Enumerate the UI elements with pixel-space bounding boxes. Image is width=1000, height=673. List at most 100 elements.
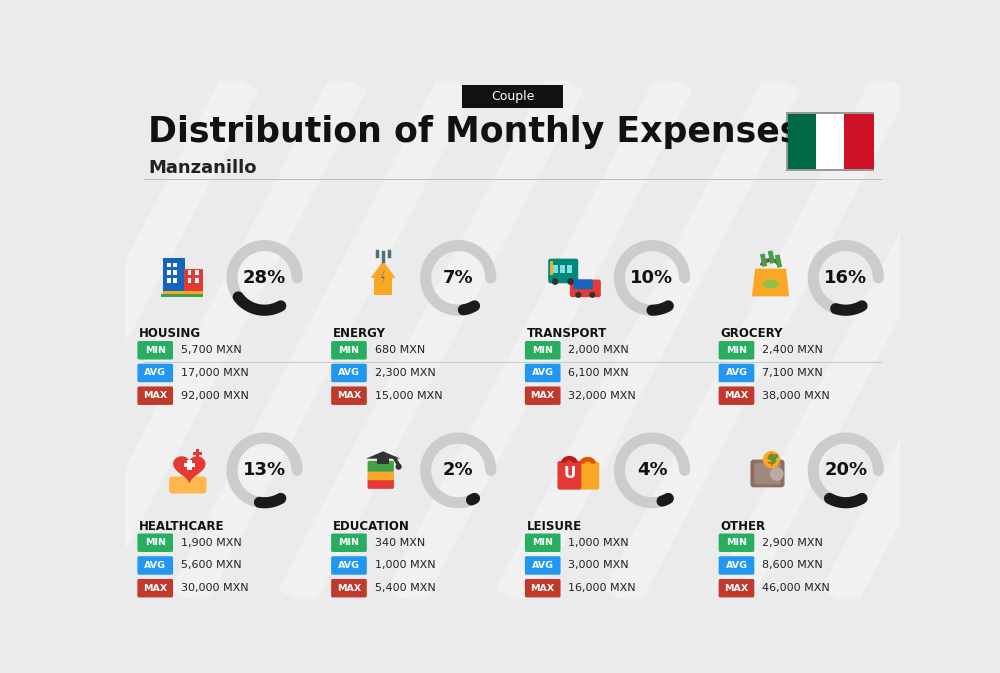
FancyBboxPatch shape — [816, 114, 844, 170]
Text: 16,000 MXN: 16,000 MXN — [568, 583, 636, 593]
FancyBboxPatch shape — [462, 85, 563, 108]
Text: LEISURE: LEISURE — [526, 520, 582, 532]
FancyBboxPatch shape — [137, 363, 173, 382]
FancyBboxPatch shape — [368, 470, 394, 481]
Text: 2,000 MXN: 2,000 MXN — [568, 345, 629, 355]
FancyBboxPatch shape — [169, 476, 206, 493]
FancyBboxPatch shape — [331, 341, 367, 359]
FancyBboxPatch shape — [525, 579, 561, 598]
FancyBboxPatch shape — [525, 341, 561, 359]
FancyBboxPatch shape — [525, 557, 561, 575]
Text: MIN: MIN — [145, 538, 166, 547]
Text: 13%: 13% — [243, 462, 286, 479]
Text: 1,900 MXN: 1,900 MXN — [181, 538, 242, 548]
Text: 1,000 MXN: 1,000 MXN — [568, 538, 629, 548]
Text: 680 MXN: 680 MXN — [375, 345, 425, 355]
FancyBboxPatch shape — [331, 534, 367, 552]
FancyBboxPatch shape — [719, 579, 754, 598]
FancyBboxPatch shape — [788, 114, 816, 170]
Ellipse shape — [763, 280, 778, 288]
Text: MIN: MIN — [532, 346, 553, 355]
FancyBboxPatch shape — [188, 278, 191, 283]
Text: MIN: MIN — [726, 346, 747, 355]
Text: MIN: MIN — [338, 538, 359, 547]
FancyBboxPatch shape — [719, 557, 754, 575]
Text: 4%: 4% — [637, 462, 667, 479]
Text: MAX: MAX — [531, 583, 555, 593]
Circle shape — [552, 278, 559, 285]
Text: 7,100 MXN: 7,100 MXN — [762, 368, 823, 378]
FancyBboxPatch shape — [567, 264, 572, 273]
FancyBboxPatch shape — [570, 279, 601, 297]
Text: 2,900 MXN: 2,900 MXN — [762, 538, 823, 548]
FancyBboxPatch shape — [560, 264, 565, 273]
FancyBboxPatch shape — [553, 264, 558, 273]
FancyBboxPatch shape — [576, 462, 599, 490]
Text: AVG: AVG — [532, 561, 554, 570]
FancyBboxPatch shape — [137, 534, 173, 552]
FancyBboxPatch shape — [750, 460, 785, 487]
Text: 5,400 MXN: 5,400 MXN — [375, 583, 435, 593]
Text: AVG: AVG — [144, 369, 166, 378]
Text: 17,000 MXN: 17,000 MXN — [181, 368, 249, 378]
FancyBboxPatch shape — [550, 261, 553, 275]
Text: MAX: MAX — [724, 391, 749, 400]
Polygon shape — [381, 269, 386, 285]
FancyBboxPatch shape — [184, 291, 203, 295]
FancyBboxPatch shape — [137, 557, 173, 575]
Text: 3,000 MXN: 3,000 MXN — [568, 561, 629, 571]
FancyBboxPatch shape — [167, 278, 171, 283]
Text: 10%: 10% — [630, 269, 674, 287]
Text: 5,700 MXN: 5,700 MXN — [181, 345, 242, 355]
FancyBboxPatch shape — [163, 258, 185, 295]
FancyBboxPatch shape — [377, 458, 389, 464]
FancyBboxPatch shape — [719, 363, 754, 382]
FancyBboxPatch shape — [557, 461, 581, 490]
Text: 2,300 MXN: 2,300 MXN — [375, 368, 435, 378]
Text: MIN: MIN — [338, 346, 359, 355]
FancyBboxPatch shape — [331, 579, 367, 598]
Text: 32,000 MXN: 32,000 MXN — [568, 391, 636, 400]
Text: 46,000 MXN: 46,000 MXN — [762, 583, 830, 593]
Text: 340 MXN: 340 MXN — [375, 538, 425, 548]
FancyBboxPatch shape — [193, 452, 202, 455]
Circle shape — [567, 278, 574, 285]
FancyBboxPatch shape — [754, 463, 781, 485]
Text: MIN: MIN — [145, 346, 166, 355]
Text: Couple: Couple — [491, 90, 534, 103]
Text: 16%: 16% — [824, 269, 867, 287]
FancyBboxPatch shape — [187, 460, 192, 470]
FancyBboxPatch shape — [137, 341, 173, 359]
FancyBboxPatch shape — [368, 461, 394, 472]
FancyBboxPatch shape — [374, 277, 392, 295]
Text: 5,600 MXN: 5,600 MXN — [181, 561, 241, 571]
FancyBboxPatch shape — [368, 478, 394, 489]
FancyBboxPatch shape — [548, 258, 578, 283]
Text: 15,000 MXN: 15,000 MXN — [375, 391, 442, 400]
Text: 2,400 MXN: 2,400 MXN — [762, 345, 823, 355]
FancyBboxPatch shape — [167, 271, 171, 275]
Text: ENERGY: ENERGY — [333, 327, 386, 340]
Text: 8,600 MXN: 8,600 MXN — [762, 561, 823, 571]
Circle shape — [589, 291, 595, 298]
FancyBboxPatch shape — [188, 271, 191, 275]
Text: MAX: MAX — [531, 391, 555, 400]
Text: 1,000 MXN: 1,000 MXN — [375, 561, 435, 571]
FancyBboxPatch shape — [173, 271, 177, 275]
Circle shape — [575, 291, 581, 298]
Text: $: $ — [767, 453, 776, 466]
FancyBboxPatch shape — [184, 269, 203, 295]
Text: AVG: AVG — [532, 369, 554, 378]
Text: MIN: MIN — [726, 538, 747, 547]
FancyBboxPatch shape — [137, 386, 173, 405]
FancyBboxPatch shape — [161, 294, 203, 297]
Text: Manzanillo: Manzanillo — [148, 159, 257, 176]
Polygon shape — [366, 452, 400, 459]
FancyBboxPatch shape — [844, 114, 874, 170]
FancyBboxPatch shape — [525, 386, 561, 405]
Text: 38,000 MXN: 38,000 MXN — [762, 391, 830, 400]
FancyBboxPatch shape — [786, 112, 874, 171]
Text: OTHER: OTHER — [720, 520, 765, 532]
Text: MAX: MAX — [724, 583, 749, 593]
Text: MAX: MAX — [337, 583, 361, 593]
